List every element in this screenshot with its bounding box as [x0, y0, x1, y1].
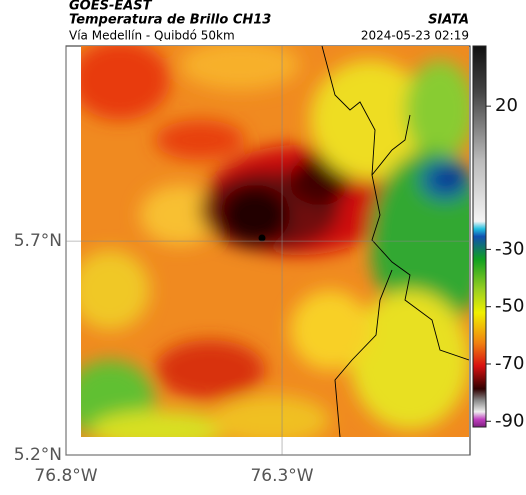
location-marker	[258, 234, 266, 242]
title: GOES-EAST	[69, 0, 153, 14]
colorbar-tick-label: 20	[495, 95, 518, 116]
boundary	[371, 114, 411, 176]
colorbar-tick-label: -70	[495, 353, 524, 374]
lat-tick-label: 5.7°N	[14, 231, 62, 251]
colorbar-tick-label: -50	[495, 296, 524, 317]
region: Vía Medellín - Quibdó 50km	[69, 29, 235, 43]
colorbar-tick-label: -30	[495, 238, 524, 259]
lon-tick-label: 76.8°W	[34, 466, 97, 486]
boundary	[321, 46, 469, 437]
datetime: 2024-05-23 02:19	[361, 29, 469, 43]
source: SIATA	[428, 13, 469, 28]
temperature-field	[81, 46, 469, 437]
colorbar-tick-label: -90	[495, 410, 524, 431]
colorbar	[472, 45, 487, 428]
subtitle: Temperatura de Brillo CH13	[69, 13, 271, 28]
lon-tick-label: 76.3°W	[250, 466, 313, 486]
lat-tick-label: 5.2°N	[14, 445, 62, 465]
